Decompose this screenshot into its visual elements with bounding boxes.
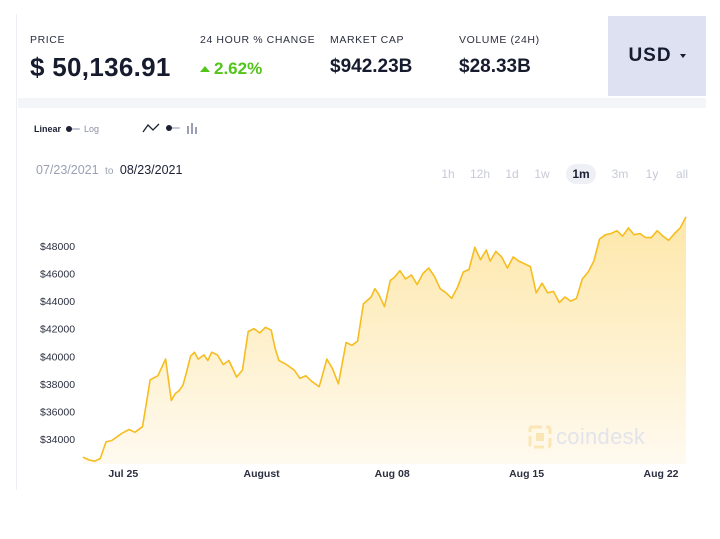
range-3m[interactable]: 3m xyxy=(611,167,629,181)
stat-change: 24 HOUR % CHANGE 2.62% xyxy=(200,34,315,79)
caret-down-icon xyxy=(679,54,686,58)
market-cap-label: MARKET CAP xyxy=(330,34,405,46)
y-tick-label: $34000 xyxy=(40,434,75,446)
y-tick-label: $46000 xyxy=(40,269,75,281)
market-cap-value: $942.23B xyxy=(330,56,413,77)
log-option[interactable]: Log xyxy=(84,124,100,134)
range-1d[interactable]: 1d xyxy=(505,167,519,181)
bar-chart-icon[interactable] xyxy=(186,122,200,134)
change-label: 24 HOUR % CHANGE xyxy=(200,34,316,46)
price-label: PRICE xyxy=(30,34,66,46)
triangle-up-icon xyxy=(200,66,210,72)
date-from[interactable]: 07/23/2021 xyxy=(36,163,99,177)
range-1y[interactable]: 1y xyxy=(645,167,659,181)
stat-price: PRICE $ 50,136.91 xyxy=(30,34,171,83)
price-area xyxy=(83,216,686,464)
price-line xyxy=(82,216,687,462)
range-all[interactable]: all xyxy=(675,167,688,181)
scale-switch[interactable] xyxy=(66,125,81,133)
y-tick-label: $38000 xyxy=(40,379,75,391)
range-12h[interactable]: 12h xyxy=(469,167,491,181)
x-tick-label: Aug 08 xyxy=(375,468,410,480)
y-tick-label: $40000 xyxy=(40,351,75,363)
range-selector: 1h 12h 1d 1w 1m 3m 1y all xyxy=(0,164,720,184)
volume-label: VOLUME (24H) xyxy=(459,34,540,46)
y-tick-label: $44000 xyxy=(40,296,75,308)
currency-select[interactable]: USD xyxy=(608,16,706,96)
range-1w[interactable]: 1w xyxy=(534,167,550,181)
range-1h[interactable]: 1h xyxy=(441,167,455,181)
coindesk-logo-icon xyxy=(528,425,552,449)
change-value-wrap: 2.62% xyxy=(200,59,315,79)
change-value: 2.62% xyxy=(214,59,263,78)
date-range[interactable]: 07/23/2021 to 08/23/2021 xyxy=(36,163,182,177)
divider xyxy=(18,98,706,108)
chart-type-switch[interactable] xyxy=(166,124,180,132)
x-tick-label: Aug 15 xyxy=(509,468,544,480)
line-chart-icon[interactable] xyxy=(142,122,160,134)
watermark-text: coindesk xyxy=(556,424,646,449)
card-border xyxy=(16,14,17,490)
linear-option[interactable]: Linear xyxy=(34,124,62,134)
volume-value: $28.33B xyxy=(459,56,531,77)
y-tick-label: $36000 xyxy=(40,407,75,419)
y-tick-label: $42000 xyxy=(40,324,75,336)
date-to-label: to xyxy=(105,166,114,177)
stat-market-cap: MARKET CAP $942.23B xyxy=(330,34,412,78)
currency-label: USD xyxy=(628,45,672,66)
price-chart[interactable]: $34000 $36000 $38000 $40000 $42000 $44000 $460… xyxy=(0,180,720,490)
coindesk-watermark: coindesk xyxy=(528,424,645,450)
stat-volume: VOLUME (24H) $28.33B xyxy=(459,34,540,78)
y-tick-label: $48000 xyxy=(40,241,75,253)
x-tick-label: August xyxy=(244,468,281,480)
x-tick-label: Jul 25 xyxy=(108,468,138,480)
stats-bar: PRICE $ 50,136.91 24 HOUR % CHANGE 2.62%… xyxy=(18,14,706,98)
scale-toggle[interactable]: Linear Log xyxy=(34,124,99,134)
x-tick-label: Aug 22 xyxy=(644,468,679,480)
price-value: $ 50,136.91 xyxy=(30,52,171,82)
date-until[interactable]: 08/23/2021 xyxy=(119,163,183,177)
range-1m[interactable]: 1m xyxy=(566,164,596,184)
chart-type-toggle[interactable] xyxy=(142,122,200,134)
